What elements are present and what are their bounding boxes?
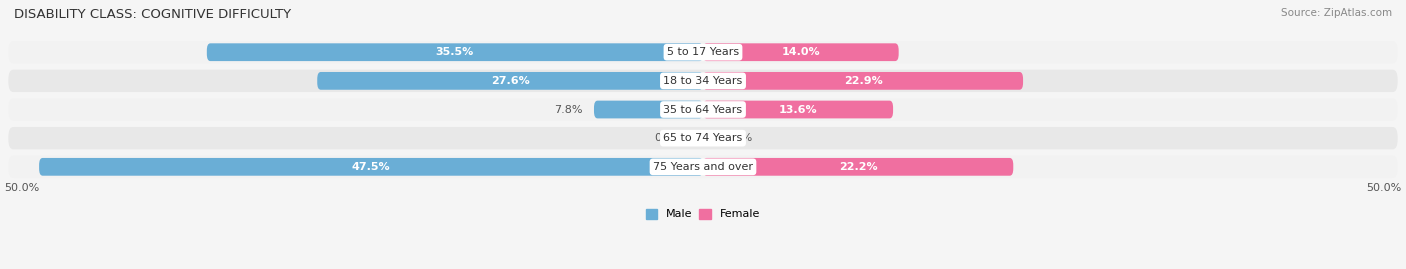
Text: 0.0%: 0.0% bbox=[654, 133, 682, 143]
Text: 0.0%: 0.0% bbox=[724, 133, 752, 143]
Text: 35 to 64 Years: 35 to 64 Years bbox=[664, 105, 742, 115]
FancyBboxPatch shape bbox=[318, 72, 703, 90]
FancyBboxPatch shape bbox=[8, 41, 1398, 63]
FancyBboxPatch shape bbox=[593, 101, 703, 118]
FancyBboxPatch shape bbox=[207, 43, 703, 61]
Text: 5 to 17 Years: 5 to 17 Years bbox=[666, 47, 740, 57]
FancyBboxPatch shape bbox=[8, 98, 1398, 121]
Text: 47.5%: 47.5% bbox=[352, 162, 391, 172]
Text: 22.2%: 22.2% bbox=[839, 162, 877, 172]
FancyBboxPatch shape bbox=[39, 158, 703, 176]
Text: 50.0%: 50.0% bbox=[1367, 183, 1402, 193]
Legend: Male, Female: Male, Female bbox=[641, 204, 765, 224]
Text: 50.0%: 50.0% bbox=[4, 183, 39, 193]
FancyBboxPatch shape bbox=[8, 127, 1398, 149]
Text: 75 Years and over: 75 Years and over bbox=[652, 162, 754, 172]
Text: 22.9%: 22.9% bbox=[844, 76, 883, 86]
FancyBboxPatch shape bbox=[703, 43, 898, 61]
Text: 18 to 34 Years: 18 to 34 Years bbox=[664, 76, 742, 86]
FancyBboxPatch shape bbox=[8, 70, 1398, 92]
Text: 27.6%: 27.6% bbox=[491, 76, 530, 86]
FancyBboxPatch shape bbox=[703, 101, 893, 118]
Text: 13.6%: 13.6% bbox=[779, 105, 817, 115]
Text: 65 to 74 Years: 65 to 74 Years bbox=[664, 133, 742, 143]
Text: Source: ZipAtlas.com: Source: ZipAtlas.com bbox=[1281, 8, 1392, 18]
FancyBboxPatch shape bbox=[703, 72, 1024, 90]
Text: 7.8%: 7.8% bbox=[554, 105, 583, 115]
FancyBboxPatch shape bbox=[8, 156, 1398, 178]
Text: 14.0%: 14.0% bbox=[782, 47, 820, 57]
FancyBboxPatch shape bbox=[703, 158, 1014, 176]
Text: DISABILITY CLASS: COGNITIVE DIFFICULTY: DISABILITY CLASS: COGNITIVE DIFFICULTY bbox=[14, 8, 291, 21]
Text: 35.5%: 35.5% bbox=[436, 47, 474, 57]
